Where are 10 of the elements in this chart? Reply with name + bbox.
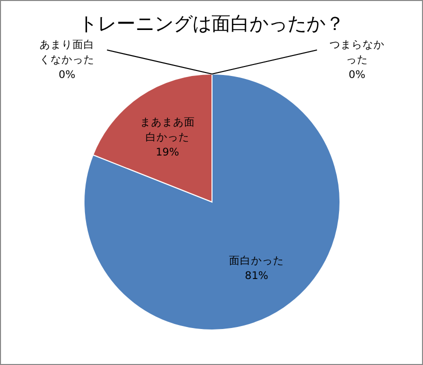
slice-label: 面白かった bbox=[229, 255, 284, 268]
text: 0% bbox=[58, 69, 76, 81]
category-label: あまり面白くなかった bbox=[40, 39, 94, 66]
slice-label: まあまあ面白かった bbox=[140, 116, 195, 144]
pie-slice bbox=[84, 74, 340, 330]
data-label: 19% bbox=[156, 146, 180, 158]
text: 0% bbox=[348, 69, 366, 81]
category-label: つまらなかった bbox=[330, 39, 384, 66]
chart-title: トレーニングは面白かったか？ bbox=[78, 13, 344, 35]
data-label: 81% bbox=[244, 270, 268, 282]
